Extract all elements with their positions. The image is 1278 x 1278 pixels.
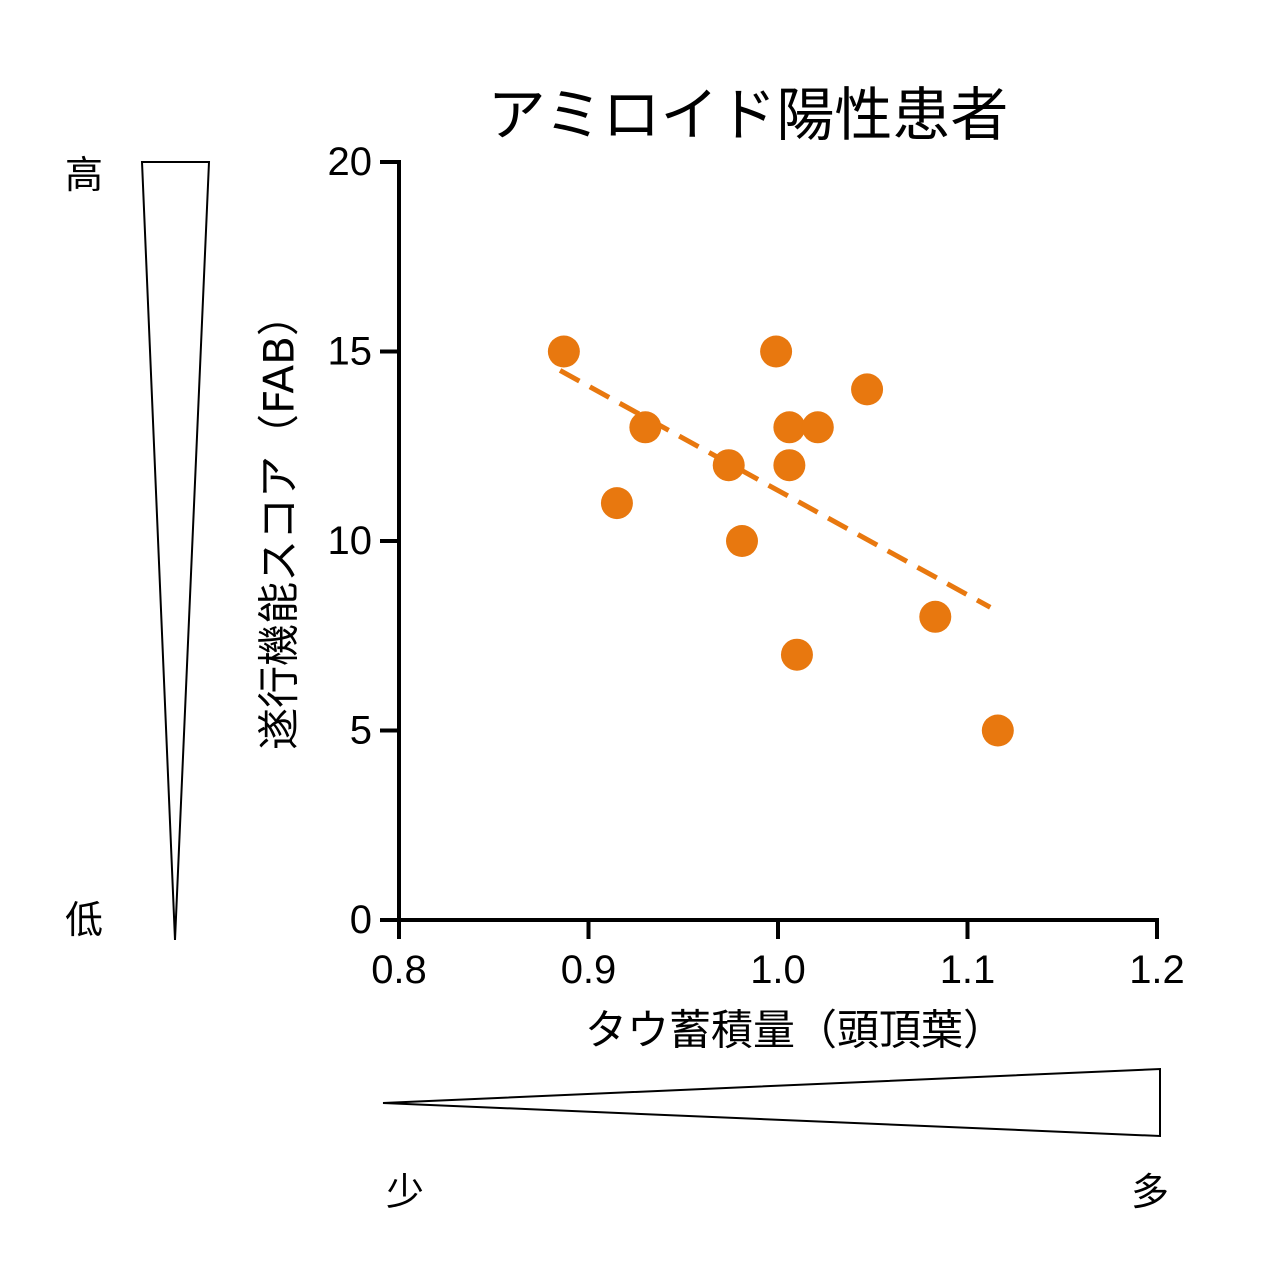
y-tick-label: 0 <box>350 898 372 942</box>
y-tick-label: 15 <box>328 330 373 374</box>
y-scale-triangle <box>140 161 211 941</box>
data-point <box>919 600 952 633</box>
data-point <box>981 714 1014 747</box>
data-point <box>780 638 813 671</box>
x-tick-label: 0.8 <box>371 948 427 992</box>
x-tick-label: 0.9 <box>561 948 617 992</box>
plot-marks <box>547 335 1014 747</box>
data-point <box>547 335 580 368</box>
data-point <box>629 411 662 444</box>
data-point <box>851 373 884 406</box>
y-tick-label: 10 <box>328 519 373 563</box>
data-point <box>760 335 793 368</box>
y-scale-high-label: 高 <box>65 153 103 197</box>
y-tick-label: 5 <box>350 709 372 753</box>
data-point <box>773 449 806 482</box>
y-axis-label: 遂行機能スコア（FAB） <box>255 294 304 750</box>
data-point <box>600 487 633 520</box>
y-tick-label: 20 <box>328 140 373 184</box>
x-tick-label: 1.2 <box>1129 948 1185 992</box>
axis-ticks: 0 5 10 15 20 0.8 0.9 1.0 1.1 1.2 <box>328 140 1185 992</box>
y-scale-low-label: 低 <box>65 898 103 942</box>
chart-title: アミロイド陽性患者 <box>488 81 1009 149</box>
x-scale-high-label: 多 <box>1131 1170 1169 1214</box>
x-tick-label: 1.1 <box>940 948 996 992</box>
data-point <box>725 525 758 557</box>
x-axis-label: タウ蓄積量（頭頂葉） <box>585 1006 1005 1055</box>
x-scale-low-label: 少 <box>386 1170 424 1214</box>
data-point <box>801 411 834 444</box>
trend-line <box>558 368 992 610</box>
x-tick-label: 1.0 <box>750 948 806 992</box>
x-scale-triangle <box>382 1067 1161 1138</box>
data-point <box>712 449 745 482</box>
data-point <box>773 411 806 444</box>
